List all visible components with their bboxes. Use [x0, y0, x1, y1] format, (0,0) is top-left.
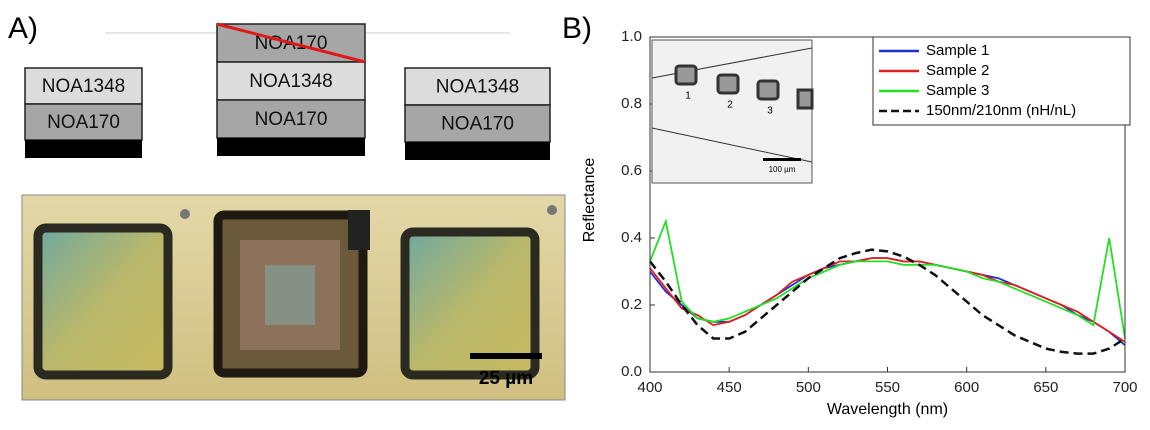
damage — [265, 265, 315, 325]
layer-label: NOA170 — [255, 109, 328, 130]
dot — [180, 209, 190, 219]
inset-edge — [651, 127, 813, 163]
x-tick-label: 550 — [875, 379, 900, 396]
layer-label: NOA170 — [441, 114, 514, 135]
y-tick-label: 0.6 — [621, 162, 642, 179]
substrate — [25, 140, 142, 158]
y-tick-label: 0.8 — [621, 95, 642, 112]
x-tick-label: 600 — [954, 379, 979, 396]
layer-label: NOA170 — [47, 112, 120, 133]
pillar — [33, 223, 173, 380]
series-line — [649, 257, 1126, 343]
substrate — [405, 142, 550, 160]
y-tick-label: 0.4 — [621, 229, 642, 246]
layer — [216, 99, 366, 139]
inset-scale-label: 100 µm — [769, 165, 796, 174]
inset-label: 1 — [685, 91, 691, 102]
x-tick-label: 500 — [796, 379, 821, 396]
series-line — [649, 248, 1126, 355]
layer-stacks: NOA1348NOA170NOA170NOA1348NOA170NOA1348N… — [24, 22, 551, 160]
micrograph: 25 µm — [21, 194, 566, 401]
y-tick-label: 1.0 — [621, 28, 642, 45]
layer — [404, 104, 551, 143]
inset-square — [674, 64, 698, 86]
legend-label: Sample 2 — [926, 62, 989, 79]
scale-label: 25 µm — [479, 368, 533, 389]
scale-bar — [470, 353, 542, 359]
inset-label: 3 — [767, 106, 773, 117]
inset-square — [716, 73, 740, 95]
inset-square — [796, 88, 814, 110]
pillar — [400, 227, 540, 380]
layer — [24, 103, 143, 141]
substrate — [217, 138, 365, 156]
layer — [404, 67, 551, 106]
y-tick-label: 0.2 — [621, 296, 642, 313]
x-tick-label: 650 — [1033, 379, 1058, 396]
debris — [348, 210, 370, 250]
layer-label: NOA1348 — [42, 76, 125, 97]
inset-label: 2 — [727, 100, 733, 111]
x-axis-label: Wavelength (nm) — [827, 401, 948, 418]
inset-scale-bar — [763, 158, 801, 161]
dot — [547, 205, 557, 215]
panel-label: B) — [562, 12, 592, 45]
layer — [216, 61, 366, 101]
legend-label: Sample 3 — [926, 82, 989, 99]
layer-label: NOA1348 — [249, 71, 332, 92]
x-tick-label: 400 — [637, 379, 662, 396]
chart: 0.0 0.2 0.4 0.6 0.8 1.0 400 450 500 550 600 650 700 W… — [581, 28, 1137, 418]
legend-label: Sample 1 — [926, 42, 989, 59]
x-tick-label: 450 — [717, 379, 742, 396]
y-axis-label: Reflectance — [581, 158, 598, 243]
legend-label: 150nm/210nm (nH/nL) — [926, 102, 1076, 119]
y-tick-label: 0.0 — [621, 363, 642, 380]
etch-line — [216, 22, 366, 64]
layer-label: NOA1348 — [436, 77, 519, 98]
panel-label: A) — [8, 12, 38, 45]
x-tick-label: 700 — [1112, 379, 1137, 396]
inset-square — [756, 79, 780, 101]
inset — [651, 39, 813, 184]
series-line — [649, 218, 1126, 339]
